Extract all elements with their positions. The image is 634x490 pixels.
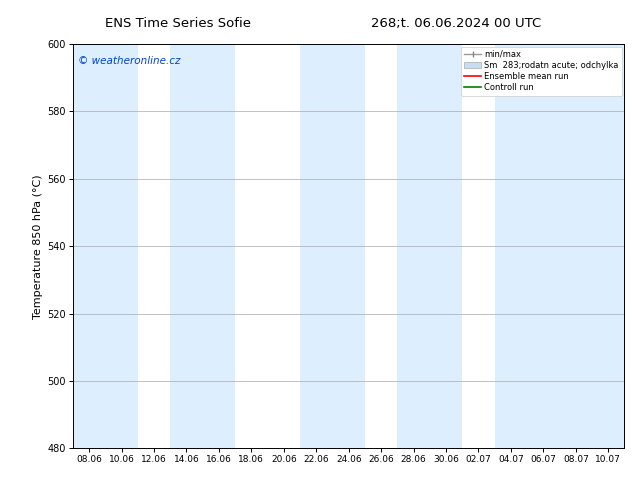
Text: © weatheronline.cz: © weatheronline.cz (79, 56, 181, 66)
Legend: min/max, Sm  283;rodatn acute; odchylka, Ensemble mean run, Controll run: min/max, Sm 283;rodatn acute; odchylka, … (461, 47, 622, 96)
Y-axis label: Temperature 850 hPa (°C): Temperature 850 hPa (°C) (33, 174, 43, 318)
Bar (495, 44, 560, 448)
Text: 268;t. 06.06.2024 00 UTC: 268;t. 06.06.2024 00 UTC (372, 17, 541, 30)
Bar (73, 44, 138, 448)
Bar (560, 44, 624, 448)
Text: ENS Time Series Sofie: ENS Time Series Sofie (105, 17, 250, 30)
Bar (171, 44, 235, 448)
Bar (398, 44, 462, 448)
Bar (300, 44, 365, 448)
